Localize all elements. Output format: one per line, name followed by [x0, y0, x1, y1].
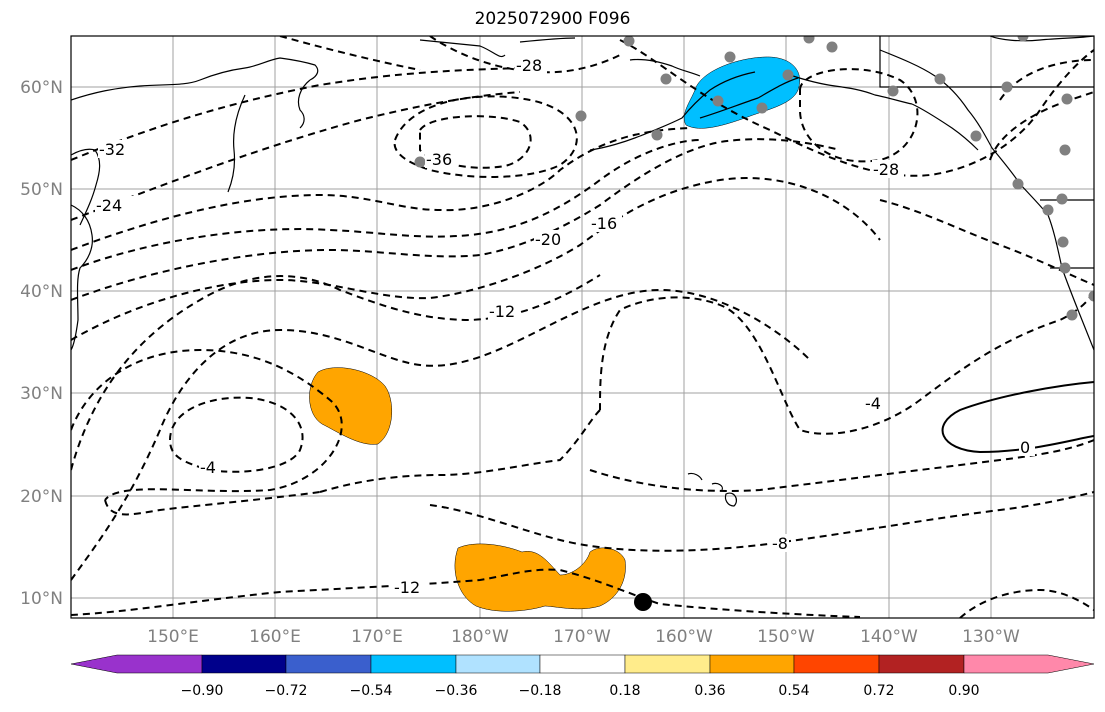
map-title: 2025072900 F096 [474, 9, 631, 29]
colorbar-ticks: −0.90 −0.72 −0.54 −0.36 −0.18 0.18 0.36 … [181, 683, 980, 699]
contour-label: -32 [99, 140, 125, 159]
colorbar-segment [624, 654, 711, 674]
lon-label: 180°W [451, 627, 509, 647]
lat-label: 10°N [20, 589, 63, 609]
lon-label: 150°E [147, 627, 199, 647]
lon-label: 160°W [655, 627, 713, 647]
contour-label: 0 [1020, 438, 1030, 457]
lon-label: 170°W [553, 627, 611, 647]
contour-labels: -32 -28 -36 -24 -28 -20 -16 -12 -4 -4 0 … [95, 56, 1035, 597]
colorbar-tick-label: 0.90 [948, 683, 979, 699]
contour-label: -8 [772, 534, 788, 553]
coastlines [71, 36, 1094, 507]
contour-label: -4 [865, 394, 881, 413]
lat-label: 40°N [20, 282, 63, 302]
lon-label: 160°E [249, 627, 301, 647]
lat-label: 50°N [20, 180, 63, 200]
colorbar [70, 654, 1095, 674]
colorbar-tick-label: 0.72 [863, 683, 894, 699]
colorbar-segment [709, 654, 795, 674]
negative-anomaly-area [683, 56, 800, 129]
gridlines [71, 36, 1094, 618]
lon-label: 170°E [351, 627, 403, 647]
lon-label: 150°W [757, 627, 815, 647]
lon-label: 130°W [962, 627, 1020, 647]
contour-label: -12 [394, 578, 420, 597]
map-frame [70, 35, 1095, 619]
colorbar-tick-label: −0.90 [181, 683, 224, 699]
colorbar-segment [370, 654, 457, 674]
positive-anomaly-area [454, 543, 626, 612]
colorbar-tick-label: −0.18 [519, 683, 562, 699]
contour-label: -20 [535, 230, 561, 249]
colorbar-tick-label: −0.54 [350, 683, 393, 699]
colorbar-tick-label: 0.18 [609, 683, 640, 699]
colorbar-segment [963, 654, 1095, 674]
colorbar-tick-label: −0.36 [435, 683, 478, 699]
lat-label: 60°N [20, 78, 63, 98]
lon-label: 140°W [860, 627, 918, 647]
colorbar-segment [70, 654, 203, 674]
longitude-labels: 150°E 160°E 170°E 180°W 170°W 160°W 150°… [147, 627, 1020, 647]
colorbar-segment [539, 654, 626, 674]
colorbar-segment [455, 654, 541, 674]
lat-label: 20°N [20, 487, 63, 507]
colorbar-segment [793, 654, 880, 674]
colorbar-tick-label: 0.36 [694, 683, 725, 699]
contour-label: -28 [873, 160, 899, 179]
colorbar-tick-label: −0.72 [265, 683, 308, 699]
lat-label: 30°N [20, 384, 63, 404]
colorbar-tick-label: 0.54 [778, 683, 809, 699]
colorbar-segment [201, 654, 287, 674]
contour-label: -12 [489, 302, 515, 321]
contour-label: -28 [516, 56, 542, 75]
contour-label: -16 [591, 214, 617, 233]
contour-label: -24 [96, 196, 122, 215]
storm-marker [634, 593, 652, 611]
contour-label: -4 [200, 458, 216, 477]
positive-anomaly-area [309, 367, 393, 445]
latitude-labels: 60°N 50°N 40°N 30°N 20°N 10°N [20, 78, 63, 609]
zero-contour [941, 381, 1094, 454]
station-dots [414, 36, 1094, 321]
colorbar-segment [285, 654, 372, 674]
colorbar-segment [878, 654, 965, 674]
contour-label: -36 [426, 150, 452, 169]
